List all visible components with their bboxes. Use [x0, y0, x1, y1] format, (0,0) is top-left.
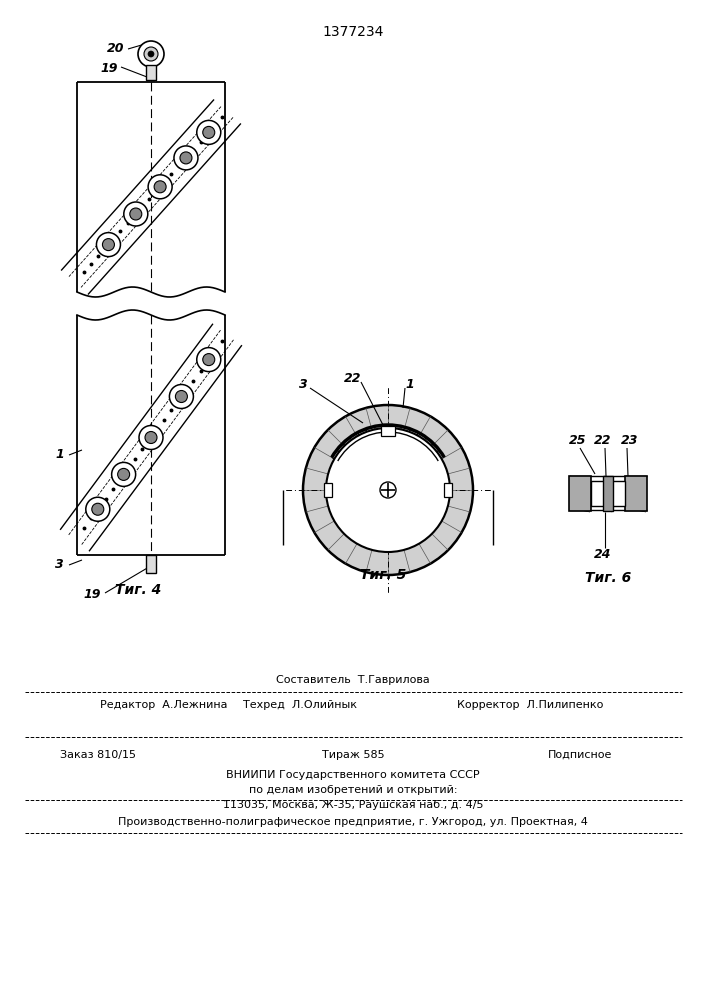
Bar	[146, 555, 156, 573]
Text: Τиг. 5: Τиг. 5	[360, 568, 406, 582]
Text: Составитель  Т.Гаврилова: Составитель Т.Гаврилова	[276, 675, 430, 685]
Text: 113035, Москва, Ж-35, Раушская наб., д. 4/5: 113035, Москва, Ж-35, Раушская наб., д. …	[223, 800, 484, 810]
Text: 19: 19	[83, 588, 101, 601]
Text: Подписное: Подписное	[548, 750, 612, 760]
Text: 24: 24	[595, 548, 612, 562]
Circle shape	[175, 390, 187, 402]
Circle shape	[145, 432, 157, 444]
Circle shape	[180, 152, 192, 164]
Circle shape	[197, 348, 221, 372]
Text: Производственно-полиграфическое предприятие, г. Ужгород, ул. Проектная, 4: Производственно-полиграфическое предприя…	[118, 817, 588, 827]
Text: Заказ 810/15: Заказ 810/15	[60, 750, 136, 760]
Circle shape	[86, 497, 110, 521]
Bar	[324, 483, 332, 497]
Text: 1: 1	[406, 378, 414, 391]
Circle shape	[203, 354, 215, 366]
Circle shape	[326, 428, 450, 552]
Bar	[444, 483, 452, 497]
Text: Τиг. 4: Τиг. 4	[115, 583, 161, 597]
Bar	[603, 476, 613, 511]
Text: 23: 23	[621, 434, 638, 448]
Bar	[569, 476, 591, 511]
Circle shape	[96, 233, 120, 257]
Bar	[591, 481, 625, 506]
Circle shape	[139, 426, 163, 450]
Text: по делам изобретений и открытий:: по делам изобретений и открытий:	[249, 785, 457, 795]
Circle shape	[170, 384, 194, 408]
Circle shape	[203, 126, 215, 138]
Bar	[381, 426, 395, 436]
Circle shape	[148, 175, 172, 199]
Circle shape	[92, 503, 104, 515]
Text: ВНИИПИ Государственного комитета СССР: ВНИИПИ Государственного комитета СССР	[226, 770, 480, 780]
Text: 1: 1	[56, 448, 64, 462]
Bar	[146, 65, 156, 80]
Text: 19: 19	[100, 62, 118, 76]
Circle shape	[112, 462, 136, 486]
Circle shape	[124, 202, 148, 226]
Text: Корректор  Л.Пилипенко: Корректор Л.Пилипенко	[457, 700, 603, 710]
Text: 3: 3	[298, 378, 308, 391]
Text: 3: 3	[54, 558, 64, 572]
Text: Техред  Л.Олийнык: Техред Л.Олийнык	[243, 700, 357, 710]
Circle shape	[148, 51, 154, 57]
Circle shape	[103, 239, 115, 251]
Circle shape	[117, 468, 129, 480]
Text: 22: 22	[595, 434, 612, 448]
Circle shape	[380, 482, 396, 498]
Text: Тираж 585: Тираж 585	[322, 750, 385, 760]
Bar	[625, 476, 647, 511]
Text: Τиг. 6: Τиг. 6	[585, 571, 631, 585]
Text: 25: 25	[569, 434, 587, 448]
Circle shape	[154, 181, 166, 193]
Circle shape	[303, 405, 473, 575]
Text: 20: 20	[107, 42, 124, 55]
Circle shape	[130, 208, 142, 220]
Text: 22: 22	[344, 371, 362, 384]
Circle shape	[138, 41, 164, 67]
Text: 1377234: 1377234	[322, 25, 384, 39]
Text: Редактор  А.Лежнина: Редактор А.Лежнина	[100, 700, 228, 710]
Circle shape	[197, 120, 221, 144]
Circle shape	[174, 146, 198, 170]
Circle shape	[144, 47, 158, 61]
